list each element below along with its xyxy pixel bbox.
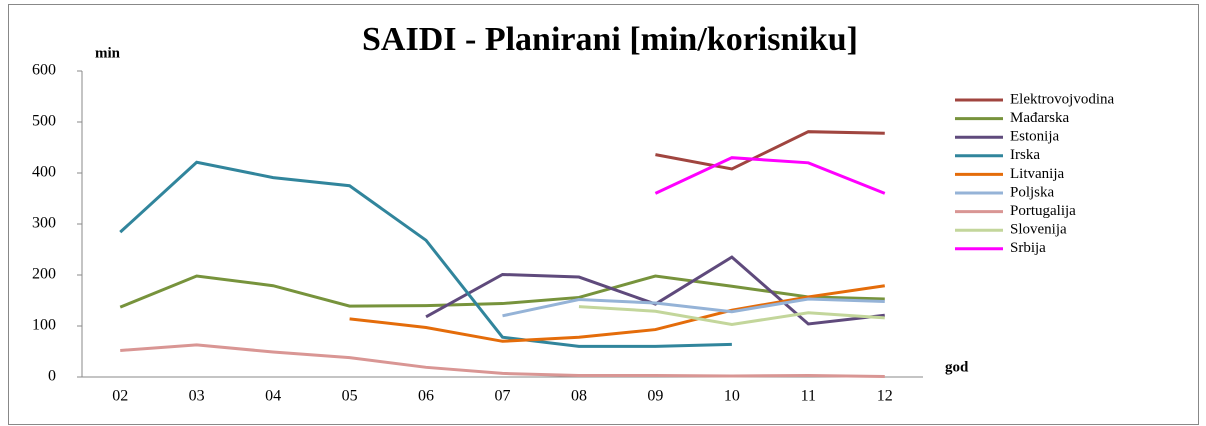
series-line <box>655 130 885 171</box>
y-tick-label: 500 <box>32 113 56 130</box>
y-tick-label: 200 <box>32 266 56 283</box>
series-line <box>502 297 885 318</box>
series-line <box>654 156 886 195</box>
y-tick-label: 600 <box>32 62 56 79</box>
chart-frame <box>8 4 1199 425</box>
legend-label: Srbija <box>1010 240 1046 256</box>
x-tick-label: 11 <box>801 388 816 405</box>
x-tick-label: 12 <box>877 388 893 405</box>
legend-label: Elektrovojvodina <box>1010 91 1114 107</box>
legend-label: Portugalija <box>1010 203 1076 219</box>
x-tick-label: 05 <box>342 388 358 405</box>
x-tick-label: 03 <box>189 388 205 405</box>
x-tick-label: 08 <box>571 388 587 405</box>
y-tick-label: 100 <box>32 317 56 334</box>
series-line <box>119 160 732 348</box>
x-axis-label: god <box>945 359 969 375</box>
legend-label: Estonija <box>1010 129 1060 145</box>
legend-label: Mađarska <box>1010 110 1069 126</box>
x-tick-label: 07 <box>495 388 511 405</box>
y-tick-label: 0 <box>48 368 56 385</box>
x-tick-label: 09 <box>647 388 663 405</box>
series-line <box>120 343 885 378</box>
series-line <box>349 284 885 343</box>
legend-label: Irska <box>1010 147 1040 163</box>
x-tick-label: 02 <box>112 388 128 405</box>
series-line <box>119 274 885 309</box>
y-axis-label: min <box>95 45 121 61</box>
x-tick-label: 06 <box>418 388 434 405</box>
series-line <box>578 305 885 326</box>
y-tick-label: 300 <box>32 215 56 232</box>
legend-label: Litvanija <box>1010 166 1064 182</box>
legend-label: Poljska <box>1010 184 1055 200</box>
x-tick-label: 10 <box>724 388 740 405</box>
x-tick-label: 04 <box>265 388 281 405</box>
legend-label: Slovenija <box>1010 222 1067 238</box>
chart-title: SAIDI - Planirani [min/korisniku] <box>362 21 858 58</box>
y-tick-label: 400 <box>32 164 56 181</box>
